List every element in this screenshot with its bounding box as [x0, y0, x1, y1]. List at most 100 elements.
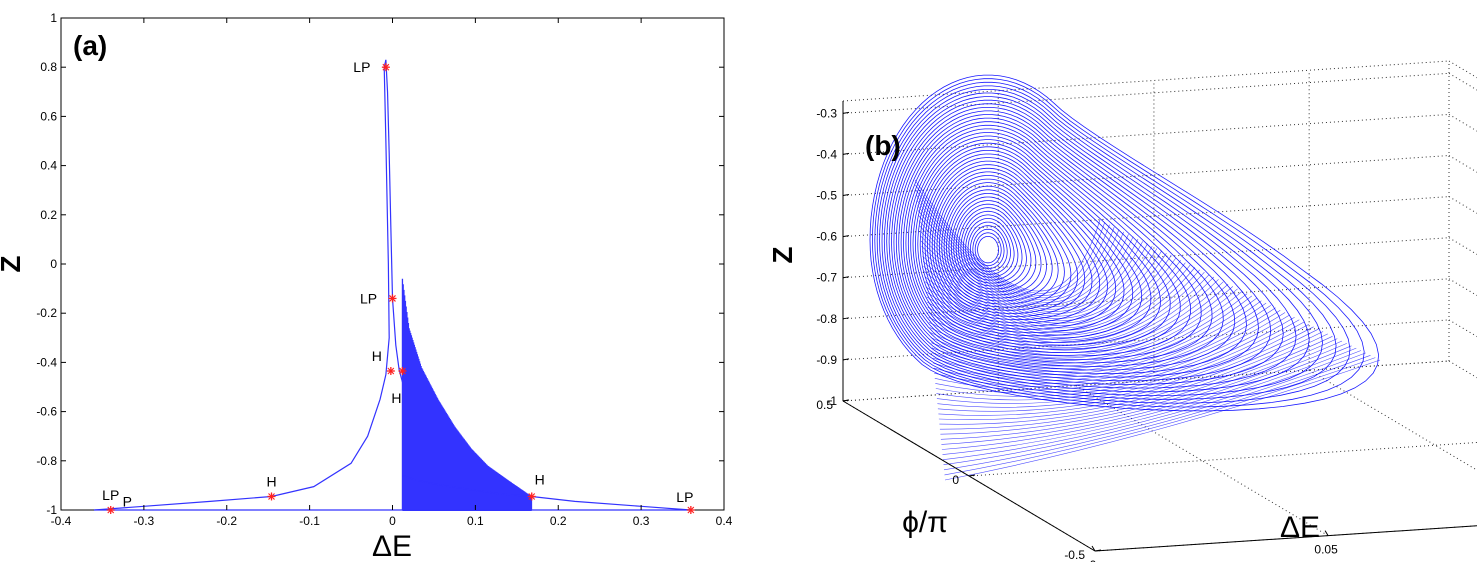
- trajectory-mesh: [914, 179, 1381, 481]
- deltae-tick-label: 0: [1090, 558, 1097, 562]
- x-tick-label: -0.2: [216, 514, 237, 528]
- y-tick-label: 0.8: [40, 60, 57, 74]
- z-tick-mark: [842, 152, 850, 155]
- special-point-marker: [381, 63, 390, 72]
- z-tick-mark: [842, 235, 850, 238]
- x-tick-label: 0.1: [467, 514, 484, 528]
- special-point-marker: [386, 367, 395, 376]
- panel-b-deltae-ticks: 00.050.1: [1090, 530, 1338, 562]
- special-point-marker: [686, 506, 695, 514]
- z-tick-mark: [842, 317, 850, 320]
- bifurcation-curve: [402, 474, 691, 511]
- phi-tick-label: 0.5: [816, 398, 833, 412]
- bifurcation-curve: [385, 59, 404, 383]
- x-tick-label: 0: [389, 514, 396, 528]
- panel-a-x-ticks: -0.4 -0.3 -0.2 -0.1 0 0.1 0.2 0.3 0.4: [51, 18, 733, 528]
- y-tick-label: 0.2: [40, 208, 57, 222]
- grid-side-line: [1448, 237, 1477, 255]
- y-tick-label: 0.6: [40, 109, 57, 123]
- grid-side-line: [1448, 60, 1477, 79]
- special-point-label: LP: [676, 489, 693, 505]
- grid-side-line: [1448, 72, 1477, 91]
- z-tick-label: -1: [826, 394, 837, 408]
- y-tick-label: 1: [50, 11, 57, 25]
- grid-floor-line: [968, 441, 1477, 477]
- y-tick-label: -1: [46, 503, 57, 517]
- grid-floor-line: [1075, 385, 1329, 537]
- x-tick-label: -0.3: [134, 514, 155, 528]
- y-tick-label: -0.8: [36, 454, 57, 468]
- phi-tick-mark: [842, 399, 850, 402]
- special-point-label: LP: [353, 59, 370, 75]
- z-tick-label: -0.3: [816, 106, 837, 120]
- phi-tick-mark: [968, 474, 976, 477]
- special-point-marker: [106, 506, 115, 514]
- panel-a-chart: -0.4 -0.3 -0.2 -0.1 0 0.1 0.2 0.3 0.4 -1 -0.8 -0.6…: [0, 11, 733, 562]
- z-tick-label: -0.6: [816, 230, 837, 244]
- grid-back-line: [842, 278, 1450, 320]
- grid-side-line: [1448, 155, 1477, 173]
- panel-a-y-ticks: -1 -0.8 -0.6 -0.4 -0.2 0 0.2 0.4 0.6 0.8 1: [36, 11, 724, 517]
- phi-tick-mark: [1094, 549, 1102, 552]
- grid-floor-line: [1308, 369, 1477, 471]
- x-tick-label: -0.4: [51, 514, 72, 528]
- panel-a-label: (a): [73, 30, 107, 61]
- extra-annotation-label: P: [123, 493, 132, 509]
- deltae-tick-label: 0.05: [1314, 543, 1338, 557]
- z-tick-label: -0.5: [816, 189, 837, 203]
- deltae-tick-mark: [1091, 545, 1096, 552]
- special-point-label: H: [266, 473, 276, 489]
- panel-a-y-axis-label: Z: [0, 255, 26, 272]
- deltae-tick-mark: [1324, 530, 1329, 536]
- panel-b-deltae-axis-label: ΔE: [1280, 511, 1320, 544]
- special-point-marker: [527, 492, 536, 501]
- special-point-marker: [267, 492, 276, 501]
- y-tick-label: -0.2: [36, 306, 57, 320]
- y-tick-label: 0.4: [40, 159, 57, 173]
- special-point-label: LP: [360, 290, 377, 306]
- z-tick-label: -0.7: [816, 271, 837, 285]
- special-point-marker: [398, 367, 407, 376]
- z-tick-label: -0.8: [816, 312, 837, 326]
- panel-a-x-axis-label: ΔE: [372, 530, 412, 562]
- z-tick-mark: [842, 358, 850, 361]
- grid-side-line: [1448, 196, 1477, 214]
- z-tick-label: -0.9: [816, 353, 837, 367]
- panel-b-label: (b): [865, 130, 901, 161]
- z-tick-label: -0.4: [816, 147, 837, 161]
- x-tick-label: -0.1: [299, 514, 320, 528]
- z-tick-mark: [842, 276, 850, 279]
- deltae-axis-line: [1094, 525, 1477, 552]
- y-tick-label: -0.6: [36, 405, 57, 419]
- phi-tick-label: 0: [952, 473, 959, 487]
- panel-b-chart: -1-0.9-0.8-0.7-0.6-0.5-0.4-0.3 -0.500.5 …: [767, 60, 1477, 562]
- special-point-label: H: [372, 348, 382, 364]
- x-tick-label: 0.3: [633, 514, 650, 528]
- special-point-label: H: [391, 390, 401, 406]
- grid-side-line: [1448, 360, 1477, 379]
- special-point-label: LP: [102, 487, 119, 503]
- y-tick-label: 0: [50, 257, 57, 271]
- trajectory: [869, 74, 1381, 481]
- panel-b-phi-ticks: -0.5 0 0.5: [816, 398, 1102, 562]
- x-tick-label: 0.2: [550, 514, 567, 528]
- y-tick-label: -0.4: [36, 355, 57, 369]
- special-point-label: H: [535, 471, 545, 487]
- z-tick-mark: [842, 194, 850, 197]
- panel-b-z-ticks: -1 -0.9 -0.8 -0.7 -0.6 -0.5 -0.4 -0.3: [816, 106, 850, 408]
- grid-back-line: [842, 60, 1450, 102]
- bifurcation-curve: [94, 59, 390, 511]
- grid-side-line: [1448, 278, 1477, 297]
- grid-side-line: [1448, 319, 1477, 338]
- x-tick-label: 0.4: [716, 514, 733, 528]
- grid-side-line: [1448, 113, 1477, 132]
- panel-b-phi-axis-label: ϕ/π: [902, 506, 948, 539]
- panel-a-axes-frame: [60, 17, 725, 511]
- z-tick-mark: [842, 111, 850, 114]
- phi-tick-label: -0.5: [1064, 548, 1085, 562]
- special-point-marker: [388, 294, 397, 303]
- panel-b-z-axis-label: Z: [767, 246, 798, 263]
- oscillation-band-lines: [401, 278, 533, 510]
